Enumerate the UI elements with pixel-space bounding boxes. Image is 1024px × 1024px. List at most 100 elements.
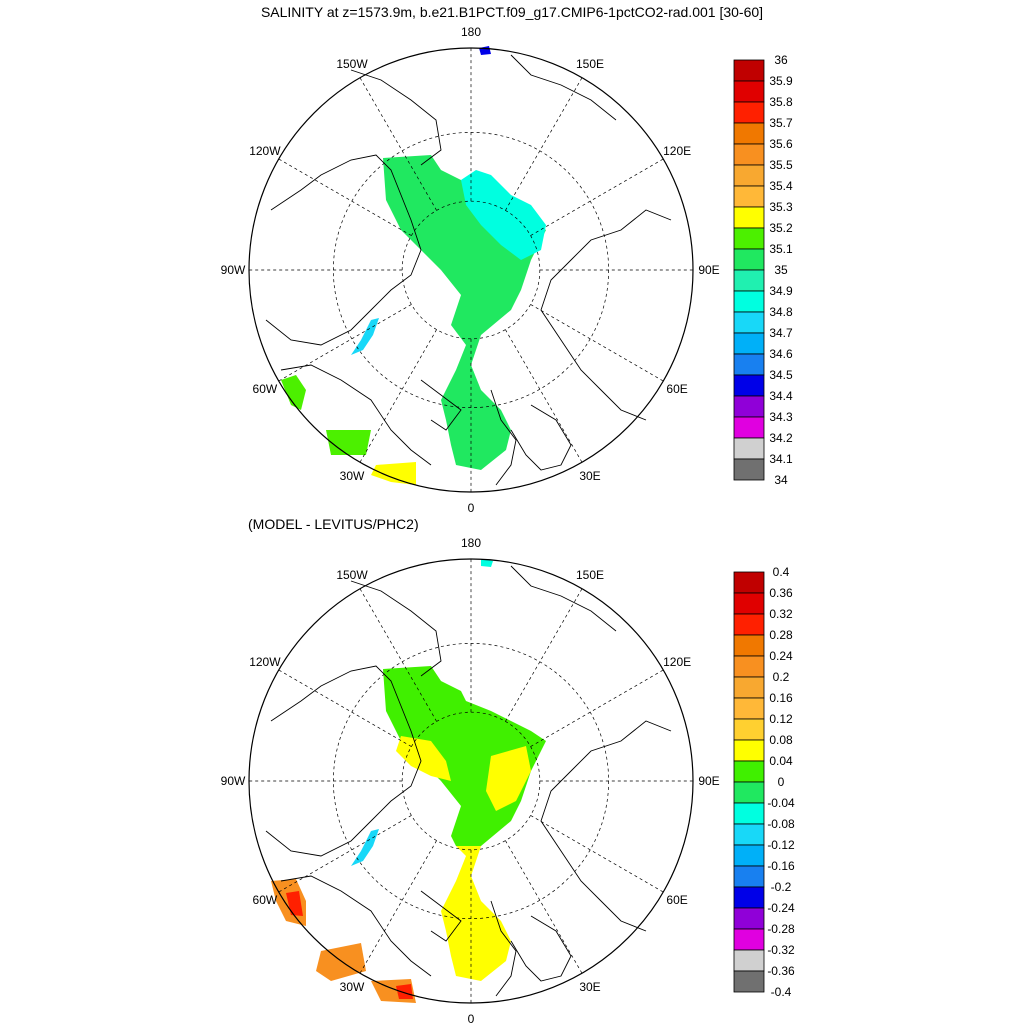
colorbar-label: 34.9	[769, 284, 793, 298]
longitude-label: 150E	[576, 57, 604, 71]
colorbar-top: 36 35.9 35.8 35.7 35.6 35.5 35.4 35.3 35.2 35.1 35…	[733, 53, 793, 487]
colorbar-label: -0.4	[771, 985, 792, 999]
colorbar-label: 0.24	[769, 649, 793, 663]
colorbar-swatch	[733, 865, 765, 888]
colorbar-label: 35.7	[769, 116, 793, 130]
colorbar-swatch	[733, 353, 765, 376]
colorbar-swatch	[733, 311, 765, 334]
colorbar-swatch	[733, 907, 765, 930]
colorbar-swatch	[733, 248, 765, 271]
top-title: SALINITY at z=1573.9m, b.e21.B1PCT.f09_g…	[261, 4, 763, 20]
colorbar-swatch	[733, 970, 765, 993]
colorbar-label: 0.12	[769, 712, 793, 726]
region-diff-0.24b	[316, 943, 366, 981]
colorbar-swatch	[733, 59, 765, 82]
colorbar-label: 35.8	[769, 95, 793, 109]
colorbar-swatch	[733, 437, 765, 460]
colorbar-label: 34.5	[769, 368, 793, 382]
colorbar-swatch	[733, 634, 765, 657]
meridian-30W	[359, 329, 437, 463]
colorbar-label: 35.5	[769, 158, 793, 172]
colorbar-swatch	[733, 80, 765, 103]
region-salinity-34.8	[351, 318, 379, 355]
map-top-salinity: 180 150E 120E 90E 60E 30E 0 30W 60W 90W 120W 150W	[221, 25, 720, 515]
colorbar-label: 34.1	[769, 452, 793, 466]
longitude-label: 90E	[698, 774, 719, 788]
longitude-label: 90W	[221, 774, 246, 788]
meridian-120E	[530, 669, 664, 747]
meridian-60E	[530, 304, 664, 382]
colorbar-swatch	[733, 122, 765, 145]
region-diff-0.08c	[441, 846, 511, 981]
colorbar-label: -0.36	[767, 964, 795, 978]
colorbar-label: -0.32	[767, 943, 795, 957]
meridian-60E	[530, 815, 664, 893]
region-salinity-35.1	[281, 375, 306, 410]
coastline	[265, 154, 422, 346]
coastline	[420, 379, 462, 431]
colorbar-label: 0	[778, 775, 785, 789]
meridian-150W	[359, 77, 437, 211]
colorbar-swatch	[733, 886, 765, 909]
region-salinity-35.1b	[326, 430, 371, 455]
colorbar-label: -0.2	[771, 880, 792, 894]
meridian-30E	[505, 840, 583, 974]
longitude-label: 0	[468, 1012, 475, 1024]
longitude-label: 30W	[340, 469, 365, 483]
longitude-label: 180	[461, 25, 481, 39]
region-diff-neg0.04	[481, 559, 493, 567]
longitude-label: 150W	[336, 57, 368, 71]
colorbar-swatch	[733, 164, 765, 187]
region-diff-0.32b	[396, 984, 413, 999]
colorbar-swatch	[733, 697, 765, 720]
coastline	[280, 875, 432, 977]
meridian-120W	[278, 669, 412, 747]
meridian-60W	[278, 815, 412, 893]
coastline	[510, 54, 617, 121]
colorbar-swatch	[733, 844, 765, 867]
longitude-label: 90W	[221, 263, 246, 277]
colorbar-bottom: 0.4 0.36 0.32 0.28 0.24 0.2 0.16 0.12 0.08 0.04 0 -…	[733, 565, 795, 999]
colorbar-swatch	[733, 416, 765, 439]
colorbar-swatch	[733, 781, 765, 804]
meridian-120E	[530, 158, 664, 236]
colorbar-label: 34.2	[769, 431, 793, 445]
meridian-30E	[505, 329, 583, 463]
map-boundary	[248, 558, 694, 1004]
colorbar-swatch	[733, 185, 765, 208]
colorbar-swatch	[733, 760, 765, 783]
colorbar-label: -0.24	[767, 901, 795, 915]
region-salinity-34.5	[479, 46, 491, 55]
colorbar-label: 35.6	[769, 137, 793, 151]
meridian-60W	[278, 304, 412, 382]
longitude-label: 180	[461, 536, 481, 550]
colorbar-label: 35.9	[769, 74, 793, 88]
colorbar-label: 34.7	[769, 326, 793, 340]
region-salinity-34.9	[461, 170, 546, 260]
colorbar-label: 0.16	[769, 691, 793, 705]
colorbar-swatch	[733, 592, 765, 615]
longitude-label: 30E	[579, 469, 600, 483]
region-salinity-35.3	[371, 462, 416, 485]
longitude-label: 30E	[579, 980, 600, 994]
meridian-120W	[278, 158, 412, 236]
coastline	[510, 565, 617, 632]
colorbar-swatch	[733, 802, 765, 825]
colorbar-label: 0.2	[773, 670, 790, 684]
colorbar-swatch	[733, 458, 765, 481]
colorbar-label: 0.08	[769, 733, 793, 747]
longitude-label: 120E	[663, 144, 691, 158]
colorbar-label: -0.16	[767, 859, 795, 873]
colorbar-swatch	[733, 143, 765, 166]
meridian-150E	[505, 588, 583, 722]
colorbar-label: 34.4	[769, 389, 793, 403]
colorbar-swatch	[733, 823, 765, 846]
bottom-title: (MODEL - LEVITUS/PHC2)	[248, 516, 419, 532]
longitude-label: 60W	[253, 382, 278, 396]
colorbar-label: 35.2	[769, 221, 793, 235]
colorbar-swatch	[733, 101, 765, 124]
coastline	[280, 364, 432, 466]
coastline	[265, 665, 422, 857]
colorbar-label: -0.12	[767, 838, 795, 852]
longitude-label: 0	[468, 501, 475, 515]
